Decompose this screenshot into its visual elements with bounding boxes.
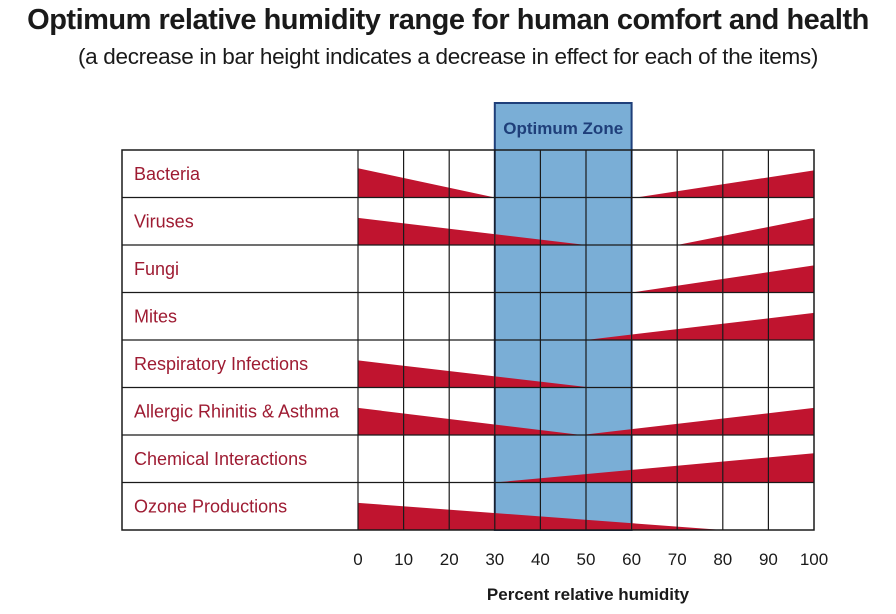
optimum-zone-label: Optimum Zone	[503, 119, 623, 138]
x-tick-label: 100	[800, 550, 828, 569]
x-axis-label: Percent relative humidity	[487, 585, 690, 604]
x-tick-label: 80	[713, 550, 732, 569]
row-label: Respiratory Infections	[134, 354, 308, 374]
x-tick-label: 70	[668, 550, 687, 569]
x-tick-label: 60	[622, 550, 641, 569]
effect-bar-bacteria-1	[636, 170, 814, 198]
x-tick-label: 50	[577, 550, 596, 569]
row-label: Ozone Productions	[134, 496, 287, 516]
chart-title: Optimum relative humidity range for huma…	[27, 4, 869, 36]
x-tick-label: 10	[394, 550, 413, 569]
row-label: Fungi	[134, 259, 179, 279]
effect-bar-allergic-rhinitis-asthma-1	[581, 407, 814, 435]
x-tick-label: 0	[353, 550, 362, 569]
chart-subtitle: (a decrease in bar height indicates a de…	[77, 44, 819, 69]
x-tick-label: 30	[485, 550, 504, 569]
optimum-zone-band	[493, 102, 633, 531]
effect-bar-chemical-interactions-0	[494, 453, 814, 483]
x-tick-label: 40	[531, 550, 550, 569]
row-label: Mites	[134, 306, 177, 326]
effect-bar-viruses-1	[677, 217, 814, 245]
row-label: Allergic Rhinitis & Asthma	[134, 401, 340, 421]
x-tick-label: 90	[759, 550, 778, 569]
effect-bar-allergic-rhinitis-asthma-0	[358, 407, 582, 435]
row-label: Viruses	[134, 211, 194, 231]
row-label: Bacteria	[134, 164, 201, 184]
effect-bar-mites-0	[586, 312, 814, 340]
x-tick-label: 20	[440, 550, 459, 569]
effect-bar-respiratory-infections-0	[358, 360, 591, 388]
effect-bar-viruses-0	[358, 217, 586, 245]
row-label: Chemical Interactions	[134, 449, 307, 469]
effect-bar-bacteria-0	[358, 168, 495, 198]
